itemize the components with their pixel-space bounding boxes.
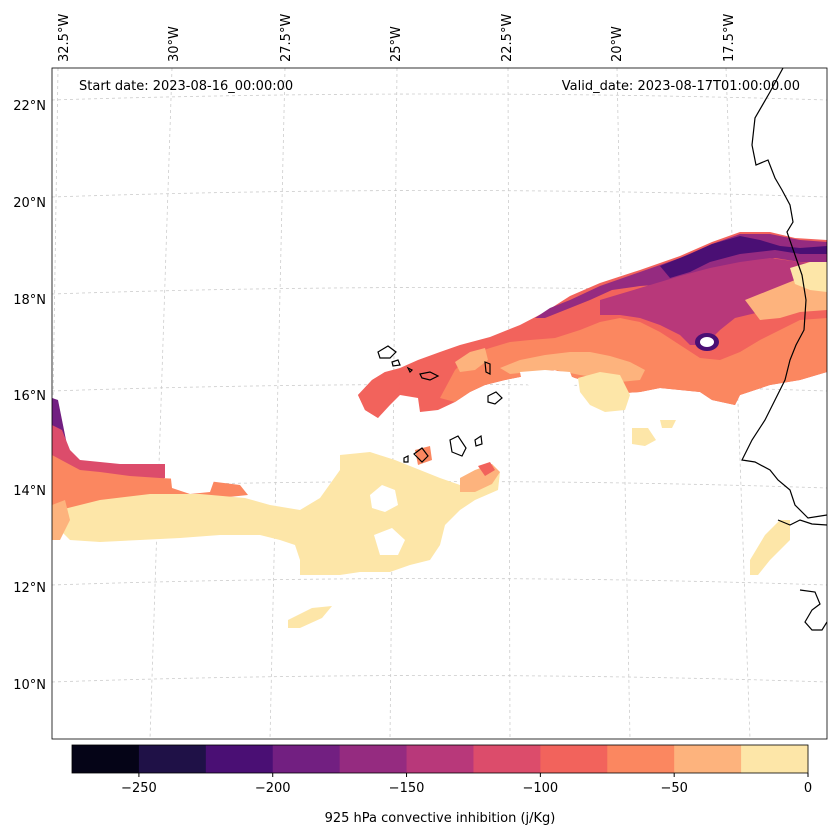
cape-verde-santiago bbox=[449, 435, 467, 457]
lat-label-22n: 22°N bbox=[13, 99, 46, 114]
cape-verde-sao-vicente bbox=[391, 359, 401, 367]
colorbar-tick-label: −250 bbox=[121, 781, 157, 796]
contour-south-isolated bbox=[288, 606, 332, 628]
cape-verde-maio bbox=[474, 434, 483, 447]
colorbar-tick-label: −150 bbox=[389, 781, 425, 796]
latitude-labels: 22°N 20°N 18°N 16°N 14°N 12°N 10°N bbox=[13, 99, 46, 693]
contour-north-cream-south bbox=[578, 372, 630, 412]
cape-verde-sal bbox=[484, 361, 491, 375]
lat-label-16n: 16°N bbox=[13, 389, 46, 404]
contour-south-coastal bbox=[750, 520, 790, 575]
colorbar-segment bbox=[406, 745, 474, 773]
contour-south-hole-1 bbox=[370, 485, 398, 512]
cape-verde-sao-nicolau bbox=[419, 371, 440, 381]
valid-date-label: Valid_date: 2023-08-17T01:00:00.00 bbox=[562, 79, 800, 94]
contour-south-hole-3 bbox=[170, 466, 215, 494]
lon-label-30w: 30°W bbox=[167, 26, 182, 62]
colorbar-segment bbox=[272, 745, 341, 773]
colorbar bbox=[71, 744, 809, 774]
contour-northwest-cell bbox=[358, 372, 400, 418]
colorbar-segment bbox=[607, 745, 675, 773]
contour-north-pocket-fill bbox=[700, 337, 714, 347]
contour-north-cream-patch bbox=[632, 428, 656, 446]
cape-verde-brava bbox=[403, 455, 409, 463]
contour-north-cream-east bbox=[790, 262, 827, 292]
longitude-labels: 32.5°W 30°W 27.5°W 25°W 22.5°W 20°W 17.5… bbox=[57, 14, 737, 62]
contour-north-cream-speck bbox=[660, 420, 676, 428]
contour-north-mid bbox=[600, 258, 827, 345]
colorbar-segment bbox=[473, 745, 541, 773]
lat-label-10n: 10°N bbox=[13, 678, 46, 693]
start-date-label: Start date: 2023-08-16_00:00:00 bbox=[79, 79, 293, 94]
colorbar-segment bbox=[138, 745, 207, 773]
lat-label-18n: 18°N bbox=[13, 293, 46, 308]
lon-label-17-5w: 17.5°W bbox=[722, 14, 737, 62]
contour-south-hole-2 bbox=[374, 528, 405, 555]
lat-label-20n: 20°N bbox=[13, 196, 46, 211]
colorbar-tick-label: 0 bbox=[804, 781, 812, 796]
lon-label-27-5w: 27.5°W bbox=[279, 14, 294, 62]
cape-verde-santa-luzia bbox=[406, 366, 414, 374]
cape-verde-fogo bbox=[413, 447, 429, 463]
parallel-20n bbox=[52, 190, 827, 198]
map-content bbox=[52, 68, 827, 739]
lat-label-14n: 14°N bbox=[13, 484, 46, 499]
lon-label-20w: 20°W bbox=[610, 26, 625, 62]
parallel-12n bbox=[52, 578, 827, 586]
colorbar-border bbox=[71, 744, 809, 774]
colorbar-segment bbox=[674, 745, 742, 773]
cin-field-north bbox=[358, 232, 827, 446]
lat-label-12n: 12°N bbox=[13, 581, 46, 596]
contour-north-light bbox=[440, 318, 827, 405]
map-frame bbox=[51, 67, 828, 740]
lon-label-32-5w: 32.5°W bbox=[57, 14, 72, 62]
meridian-25w bbox=[389, 68, 398, 739]
colorbar-segment bbox=[741, 745, 809, 773]
meridian-30w bbox=[149, 68, 173, 739]
africa-coastline bbox=[741, 68, 827, 631]
colorbar-ticks: −250 −200 −150 −100 −50 0 bbox=[121, 773, 812, 796]
colorbar-tick-label: −50 bbox=[660, 781, 687, 796]
contour-south-red-cell bbox=[478, 462, 495, 476]
colorbar-segment bbox=[72, 745, 140, 773]
meridian-27-5w bbox=[269, 68, 286, 739]
cape-verde-boa-vista bbox=[487, 391, 503, 405]
contour-north-pale-spot bbox=[455, 348, 488, 372]
cape-verde-santo-antao bbox=[377, 345, 397, 359]
parallel-16n bbox=[52, 384, 827, 392]
lon-label-22-5w: 22.5°W bbox=[500, 14, 515, 62]
coastlines bbox=[377, 68, 827, 631]
meridian-17-5w bbox=[725, 68, 751, 739]
colorbar-tick-label: −200 bbox=[255, 781, 291, 796]
colorbar-label: 925 hPa convective inhibition (j/Kg) bbox=[325, 811, 556, 826]
contour-north-white-gap bbox=[520, 370, 575, 392]
colorbar-segment bbox=[205, 745, 274, 773]
parallel-18n bbox=[52, 287, 827, 295]
lon-label-25w: 25°W bbox=[389, 26, 404, 62]
colorbar-tick-label: −100 bbox=[523, 781, 559, 796]
colorbar-segment bbox=[540, 745, 608, 773]
contour-north-darkest bbox=[660, 236, 827, 278]
meridian-22-5w bbox=[507, 68, 511, 739]
contour-south-west-pale bbox=[52, 500, 70, 540]
parallel-10n bbox=[52, 675, 827, 683]
meridian-20w bbox=[616, 68, 631, 739]
colorbar-segment bbox=[339, 745, 408, 773]
parallel-22n bbox=[52, 93, 827, 101]
cin-field-south bbox=[52, 398, 790, 628]
